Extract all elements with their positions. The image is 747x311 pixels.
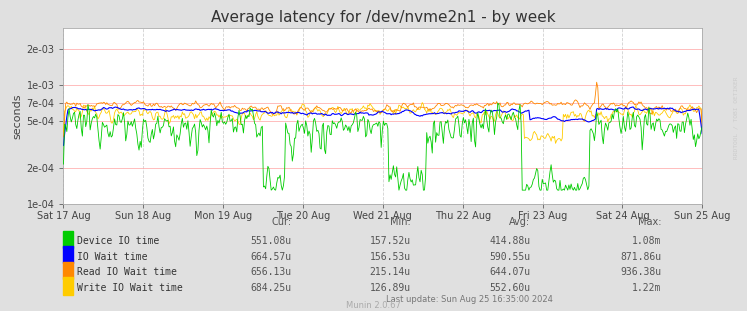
Text: Munin 2.0.67: Munin 2.0.67 bbox=[346, 301, 401, 310]
Text: 156.53u: 156.53u bbox=[370, 252, 411, 262]
Text: RRDTOOL / TOBI OETIKER: RRDTOOL / TOBI OETIKER bbox=[734, 77, 738, 160]
Text: 656.13u: 656.13u bbox=[250, 267, 291, 277]
Text: 551.08u: 551.08u bbox=[250, 236, 291, 246]
Text: 552.60u: 552.60u bbox=[489, 283, 530, 293]
Title: Average latency for /dev/nvme2n1 - by week: Average latency for /dev/nvme2n1 - by we… bbox=[211, 11, 555, 26]
Text: Read IO Wait time: Read IO Wait time bbox=[77, 267, 177, 277]
Text: 936.38u: 936.38u bbox=[620, 267, 661, 277]
Text: 157.52u: 157.52u bbox=[370, 236, 411, 246]
Text: Cur:: Cur: bbox=[271, 217, 291, 227]
Text: 215.14u: 215.14u bbox=[370, 267, 411, 277]
Text: Last update: Sun Aug 25 16:35:00 2024: Last update: Sun Aug 25 16:35:00 2024 bbox=[386, 295, 553, 304]
Text: 414.88u: 414.88u bbox=[489, 236, 530, 246]
Text: 664.57u: 664.57u bbox=[250, 252, 291, 262]
Text: Avg:: Avg: bbox=[509, 217, 530, 227]
Text: 684.25u: 684.25u bbox=[250, 283, 291, 293]
Text: Device IO time: Device IO time bbox=[77, 236, 159, 246]
Text: 1.08m: 1.08m bbox=[632, 236, 661, 246]
Y-axis label: seconds: seconds bbox=[12, 93, 22, 139]
Text: 590.55u: 590.55u bbox=[489, 252, 530, 262]
Text: 644.07u: 644.07u bbox=[489, 267, 530, 277]
Text: Min:: Min: bbox=[390, 217, 411, 227]
Text: IO Wait time: IO Wait time bbox=[77, 252, 147, 262]
Text: 1.22m: 1.22m bbox=[632, 283, 661, 293]
Text: 871.86u: 871.86u bbox=[620, 252, 661, 262]
Text: 126.89u: 126.89u bbox=[370, 283, 411, 293]
Text: Max:: Max: bbox=[638, 217, 661, 227]
Text: Write IO Wait time: Write IO Wait time bbox=[77, 283, 183, 293]
